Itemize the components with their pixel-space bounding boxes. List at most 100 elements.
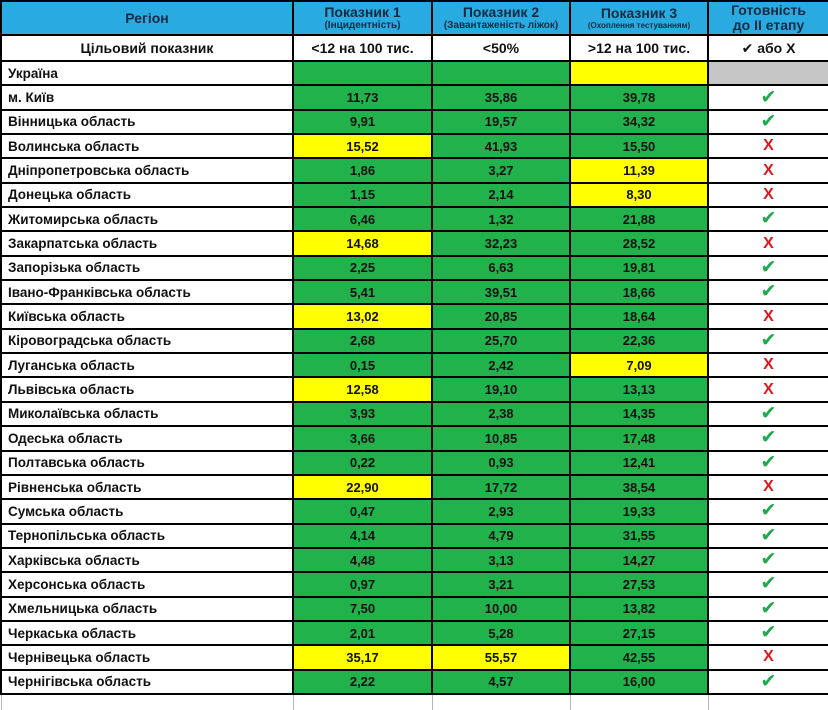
table-row: Івано-Франківська область 5,41 39,51 18,…	[0, 279, 828, 306]
value-2: 0,93	[431, 449, 571, 476]
indicator3-title: Показник 3	[600, 4, 678, 21]
table-row: Кіровоградська область 2,68 25,70 22,36 …	[0, 327, 828, 355]
indicator1-subtitle: (Інцидентність)	[324, 20, 401, 31]
readiness-mark: ✔	[760, 208, 777, 230]
value-3: 13,82	[569, 595, 709, 622]
indicator2-column-header: Показник 2 (Завантаженість ліжок)	[431, 0, 571, 36]
summary-row: Україна	[0, 59, 828, 87]
value-1: 4,14	[292, 522, 433, 549]
region-name: Луганська область	[0, 352, 294, 379]
table-row: Чернівецька область 35,17 55,57 42,55 Х	[0, 644, 828, 671]
region-name: Тернопільська область	[0, 522, 294, 549]
region-name: Чернівецька область	[0, 644, 294, 671]
readiness-mark: Х	[763, 137, 774, 155]
value-2: 19,57	[431, 108, 571, 136]
value-1: 2,22	[292, 668, 433, 695]
table-row: Черкаська область 2,01 5,28 27,15 ✔	[0, 619, 828, 647]
readiness-mark: Х	[763, 185, 774, 203]
value-1: 3,66	[292, 425, 433, 452]
table-row: Одеська область 3,66 10,85 17,48 ✔	[0, 425, 828, 452]
readiness-header-line2: до II етапу	[732, 17, 805, 33]
value-2: 17,72	[431, 473, 571, 501]
value-1: 2,68	[292, 327, 433, 355]
value-1: 1,86	[292, 157, 433, 184]
region-name: Вінницька область	[0, 108, 294, 136]
value-2: 2,93	[431, 498, 571, 525]
value-2: 41,93	[431, 133, 571, 160]
readiness-mark: ✔	[760, 597, 777, 619]
value-3: 15,50	[569, 133, 709, 160]
value-1: 2,25	[292, 254, 433, 282]
value-1: 6,46	[292, 206, 433, 233]
readiness-mark: ✔	[760, 573, 777, 595]
value-1: 11,73	[292, 84, 433, 111]
target-indicator1: <12 на 100 тис.	[292, 34, 433, 62]
region-name: Херсонська область	[0, 571, 294, 598]
value-3: 14,27	[569, 546, 709, 574]
readiness-mark: ✔	[760, 500, 777, 522]
region-column-label: Регіон	[125, 9, 169, 26]
value-2: 3,27	[431, 157, 571, 184]
table-row: Житомирська область 6,46 1,32 21,88 ✔	[0, 206, 828, 233]
table-row: Хмельницька область 7,50 10,00 13,82 ✔	[0, 595, 828, 622]
readiness-mark: ✔	[760, 86, 777, 108]
region-name: Миколаївська область	[0, 400, 294, 428]
region-name: Дніпропетровська область	[0, 157, 294, 184]
value-1: 2,01	[292, 619, 433, 647]
value-3: 38,54	[569, 473, 709, 501]
readiness-mark: ✔	[760, 329, 777, 351]
value-1: 5,41	[292, 279, 433, 306]
region-name: Донецька область	[0, 181, 294, 209]
value-3: 34,32	[569, 108, 709, 136]
value-3: 22,36	[569, 327, 709, 355]
value-2: 25,70	[431, 327, 571, 355]
value-2: 2,38	[431, 400, 571, 428]
region-name: Івано-Франківська область	[0, 279, 294, 306]
readiness-mark: Х	[763, 478, 774, 496]
value-1: 9,91	[292, 108, 433, 136]
table-row: Харківська область 4,48 3,13 14,27 ✔	[0, 546, 828, 574]
value-3: 28,52	[569, 230, 709, 257]
value-1: 0,97	[292, 571, 433, 598]
region-name: Закарпатська область	[0, 230, 294, 257]
value-2: 2,14	[431, 181, 571, 209]
value-1: 3,93	[292, 400, 433, 428]
region-name: Чернігівська область	[0, 668, 294, 695]
value-2: 6,63	[431, 254, 571, 282]
readiness-mark: ✔	[760, 549, 777, 571]
value-3: 17,48	[569, 425, 709, 452]
value-2: 10,85	[431, 425, 571, 452]
value-2: 3,21	[431, 571, 571, 598]
value-2: 10,00	[431, 595, 571, 622]
indicator3-subtitle: (Охоплення тестуванням)	[587, 20, 691, 30]
readiness-mark: Х	[763, 648, 774, 666]
value-1: 12,58	[292, 376, 433, 403]
value-3: 42,55	[569, 644, 709, 671]
value-2: 39,51	[431, 279, 571, 306]
region-name: Полтавська область	[0, 449, 294, 476]
value-2: 19,10	[431, 376, 571, 403]
table-row: Луганська область 0,15 2,42 7,09 Х	[0, 352, 828, 379]
region-name: Рівненська область	[0, 473, 294, 501]
region-name: Запорізька область	[0, 254, 294, 282]
value-3: 39,78	[569, 84, 709, 111]
region-name: Київська область	[0, 303, 294, 330]
table-row: Миколаївська область 3,93 2,38 14,35 ✔	[0, 400, 828, 428]
readiness-mark: ✔	[760, 281, 777, 303]
indicator3-column-header: Показник 3 (Охоплення тестуванням)	[569, 0, 709, 36]
value-2: 35,86	[431, 84, 571, 111]
target-row: Цільовий показник <12 на 100 тис. <50% >…	[0, 34, 828, 62]
table-row: Львівська область 12,58 19,10 13,13 Х	[0, 376, 828, 403]
value-1: 14,68	[292, 230, 433, 257]
table-row: Закарпатська область 14,68 32,23 28,52 Х	[0, 230, 828, 257]
table-row: Чернігівська область 2,22 4,57 16,00 ✔	[0, 668, 828, 695]
value-3: 18,66	[569, 279, 709, 306]
region-name: Харківська область	[0, 546, 294, 574]
region-name: Волинська область	[0, 133, 294, 160]
readiness-mark: Х	[763, 234, 774, 252]
indicator2-subtitle: (Завантаженість ліжок)	[443, 20, 559, 31]
summary-cell-2	[431, 59, 571, 87]
value-3: 8,30	[569, 181, 709, 209]
region-name: Черкаська область	[0, 619, 294, 647]
